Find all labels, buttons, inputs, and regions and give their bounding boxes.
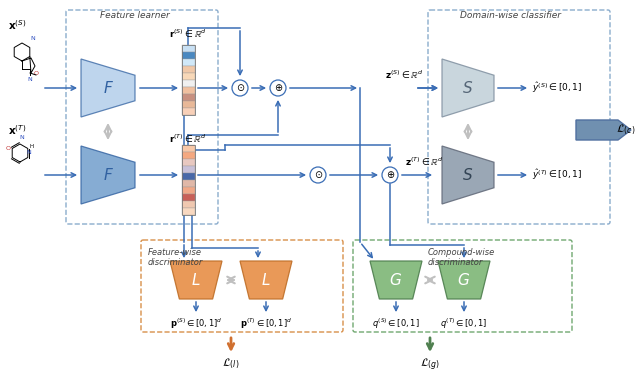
Text: $\mathbf{x}^{(T)}$: $\mathbf{x}^{(T)}$ bbox=[8, 123, 26, 137]
Bar bbox=[182, 194, 195, 201]
Text: $\mathbf{p}^{(S)} \in [0,1]^d$: $\mathbf{p}^{(S)} \in [0,1]^d$ bbox=[170, 317, 222, 331]
Text: O: O bbox=[33, 71, 38, 76]
Bar bbox=[182, 94, 195, 101]
Circle shape bbox=[232, 80, 248, 96]
Polygon shape bbox=[81, 59, 135, 117]
Bar bbox=[182, 166, 195, 173]
Bar bbox=[182, 187, 195, 194]
Text: Domain-wise classifier: Domain-wise classifier bbox=[460, 11, 561, 20]
Bar bbox=[182, 108, 195, 115]
Bar bbox=[182, 180, 195, 187]
Text: ⊙: ⊙ bbox=[236, 83, 244, 93]
Text: $\mathit{S}$: $\mathit{S}$ bbox=[462, 167, 474, 183]
Bar bbox=[182, 80, 195, 87]
Bar bbox=[182, 73, 195, 80]
Text: O: O bbox=[6, 146, 10, 151]
Text: $\mathbf{p}^{(T)} \in [0,1]^d$: $\mathbf{p}^{(T)} \in [0,1]^d$ bbox=[240, 317, 292, 331]
Text: N: N bbox=[20, 135, 24, 140]
Text: $\mathit{S}$: $\mathit{S}$ bbox=[462, 80, 474, 96]
Text: Feature learner: Feature learner bbox=[100, 11, 170, 20]
Bar bbox=[182, 101, 195, 108]
Bar bbox=[182, 59, 195, 66]
Text: $\mathit{G}$: $\mathit{G}$ bbox=[458, 272, 470, 288]
Text: ⊙: ⊙ bbox=[314, 170, 322, 180]
Text: Feature-wise
discriminator: Feature-wise discriminator bbox=[148, 248, 204, 267]
Text: $\mathit{G}$: $\mathit{G}$ bbox=[390, 272, 403, 288]
Circle shape bbox=[270, 80, 286, 96]
Polygon shape bbox=[370, 261, 422, 299]
Text: $q^{(T)} \in [0,1]$: $q^{(T)} \in [0,1]$ bbox=[440, 317, 488, 331]
Bar bbox=[182, 87, 195, 94]
Text: $q^{(S)} \in [0,1]$: $q^{(S)} \in [0,1]$ bbox=[372, 317, 420, 331]
Text: $\mathit{L}$: $\mathit{L}$ bbox=[191, 272, 201, 288]
Bar bbox=[182, 152, 195, 159]
Text: $\mathit{F}$: $\mathit{F}$ bbox=[102, 167, 113, 183]
Text: $\hat{y}^{(T)} \in [0,1]$: $\hat{y}^{(T)} \in [0,1]$ bbox=[532, 168, 582, 182]
Text: ⊕: ⊕ bbox=[386, 170, 394, 180]
Text: $\mathcal{L}_{(c)}$: $\mathcal{L}_{(c)}$ bbox=[616, 123, 636, 137]
Polygon shape bbox=[442, 146, 494, 204]
Bar bbox=[182, 145, 195, 152]
Polygon shape bbox=[240, 261, 292, 299]
Polygon shape bbox=[170, 261, 222, 299]
Text: N: N bbox=[28, 77, 33, 82]
Polygon shape bbox=[81, 146, 135, 204]
Text: $\mathit{L}$: $\mathit{L}$ bbox=[261, 272, 271, 288]
Text: Compound-wise
discriminator: Compound-wise discriminator bbox=[428, 248, 495, 267]
Text: $\mathbf{r}^{(T)} \in \mathbb{R}^d$: $\mathbf{r}^{(T)} \in \mathbb{R}^d$ bbox=[169, 132, 207, 145]
Polygon shape bbox=[442, 59, 494, 117]
Text: $\mathit{F}$: $\mathit{F}$ bbox=[102, 80, 113, 96]
Text: ⊕: ⊕ bbox=[274, 83, 282, 93]
Bar bbox=[182, 66, 195, 73]
Circle shape bbox=[310, 167, 326, 183]
Text: N: N bbox=[31, 36, 35, 41]
Text: $\mathbf{r}^{(S)} \in \mathbb{R}^d$: $\mathbf{r}^{(S)} \in \mathbb{R}^d$ bbox=[169, 27, 207, 40]
Bar bbox=[182, 208, 195, 215]
Bar bbox=[182, 145, 195, 215]
Text: $\mathbf{x}^{(S)}$: $\mathbf{x}^{(S)}$ bbox=[8, 18, 26, 32]
Bar bbox=[182, 45, 195, 52]
Circle shape bbox=[382, 167, 398, 183]
Text: $\hat{y}^{(S)} \in [0,1]$: $\hat{y}^{(S)} \in [0,1]$ bbox=[532, 81, 582, 95]
Polygon shape bbox=[438, 261, 490, 299]
Bar bbox=[182, 45, 195, 115]
Bar bbox=[182, 159, 195, 166]
Text: $\mathcal{L}_{(l)}$: $\mathcal{L}_{(l)}$ bbox=[222, 357, 240, 371]
FancyArrow shape bbox=[576, 120, 631, 140]
Text: H: H bbox=[30, 144, 34, 149]
Text: N: N bbox=[27, 150, 31, 155]
Text: $\mathbf{z}^{(S)} \in \mathbb{R}^d$: $\mathbf{z}^{(S)} \in \mathbb{R}^d$ bbox=[385, 69, 424, 81]
Text: $\mathcal{L}_{(g)}$: $\mathcal{L}_{(g)}$ bbox=[420, 357, 440, 371]
Bar bbox=[182, 52, 195, 59]
Bar bbox=[182, 173, 195, 180]
Text: $\mathbf{z}^{(T)} \in \mathbb{R}^d$: $\mathbf{z}^{(T)} \in \mathbb{R}^d$ bbox=[405, 155, 444, 168]
Bar bbox=[182, 201, 195, 208]
